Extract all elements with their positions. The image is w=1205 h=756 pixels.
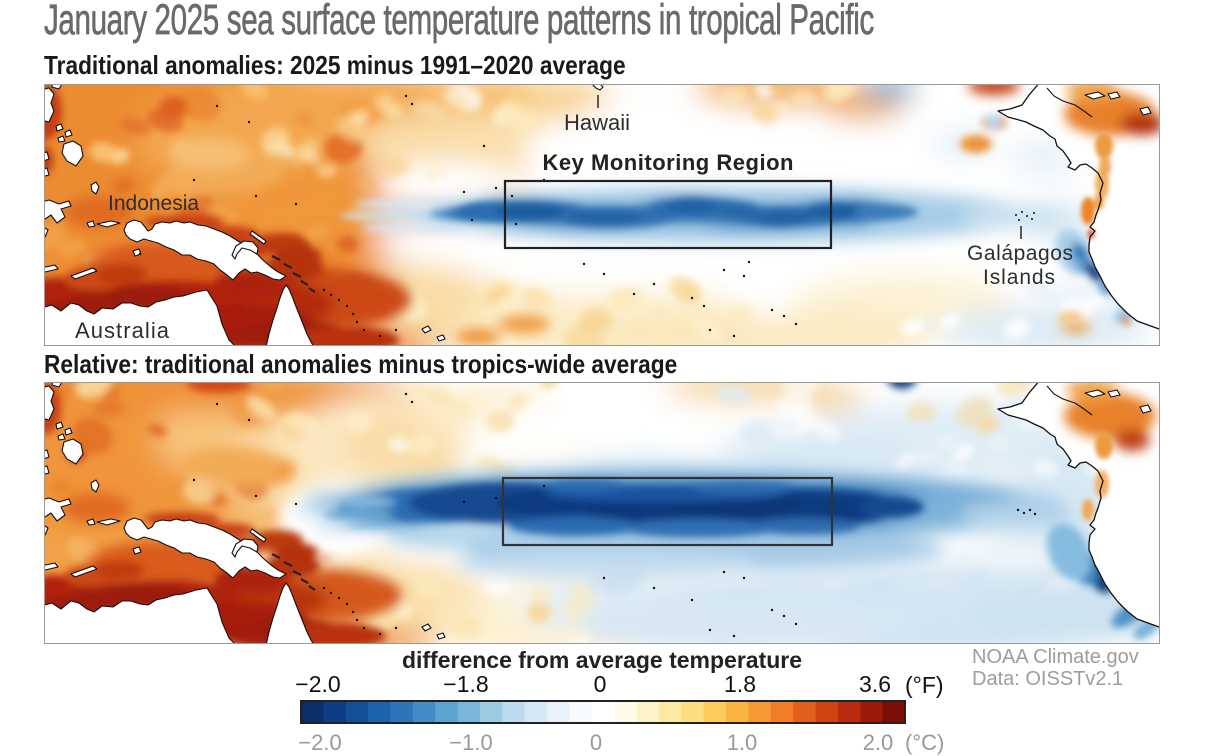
svg-text:Islands: Islands	[983, 266, 1055, 289]
svg-text:Australia: Australia	[75, 318, 170, 343]
svg-text:Galápagos: Galápagos	[967, 242, 1073, 265]
svg-text:Key Monitoring Region: Key Monitoring Region	[543, 150, 794, 175]
svg-text:Hawaii: Hawaii	[564, 110, 630, 135]
svg-text:Indonesia: Indonesia	[108, 192, 199, 215]
